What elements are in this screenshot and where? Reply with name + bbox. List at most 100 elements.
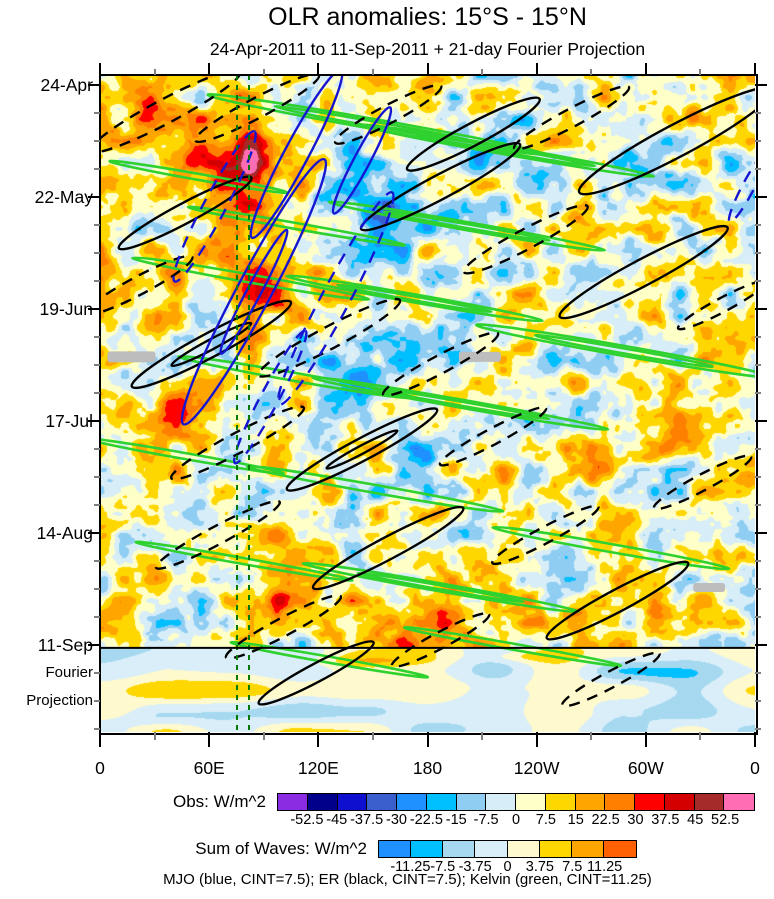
y-axis-date-label: 22-May	[34, 187, 93, 207]
x-major-tick	[426, 732, 429, 747]
kelvin-wave-contour	[229, 640, 430, 679]
waves-colorbar-tick-label: -7.5	[430, 859, 456, 875]
wave-contour-overlay	[100, 75, 755, 731]
kelvin-wave-contour	[301, 561, 580, 614]
y-minor-tick-right	[755, 224, 761, 226]
x-minor-tick-top	[590, 69, 593, 75]
er-wave-contour	[100, 75, 242, 154]
y-minor-tick-right	[755, 728, 761, 731]
y-minor-tick-right	[755, 504, 761, 507]
er-wave-contour	[154, 499, 282, 570]
y-minor-tick-right	[755, 700, 761, 703]
x-major-tick-top	[644, 63, 647, 75]
x-major-tick	[535, 732, 538, 747]
y-axis-date-label: 24-Apr	[40, 74, 93, 95]
obs-colorbar-bar	[277, 793, 755, 811]
y-major-tick-right	[755, 420, 767, 423]
y-minor-tick-left	[94, 672, 100, 675]
mjo-wave-contour	[233, 329, 308, 465]
x-major-tick-top	[426, 63, 429, 75]
waves-colorbar-tick-label: -3.75	[458, 859, 492, 875]
y-major-tick-left	[88, 308, 100, 311]
obs-colorbar-tick-label: -52.5	[290, 812, 324, 828]
kelvin-wave-contour	[327, 200, 606, 253]
x-minor-tick-top	[699, 69, 702, 75]
waves-colorbar-cell	[571, 841, 604, 857]
y-minor-tick-right	[755, 280, 761, 283]
kelvin-wave-contour-inner	[382, 210, 551, 243]
y-major-tick-right	[755, 644, 767, 647]
mjo-wave-contour	[331, 106, 393, 215]
y-minor-tick-right	[755, 364, 761, 367]
er-wave-contour	[545, 560, 690, 641]
er-wave-contour	[491, 504, 600, 566]
kelvin-wave-contour	[357, 122, 656, 179]
er-wave-contour	[676, 279, 755, 331]
kelvin-wave-contour	[100, 437, 285, 475]
y-minor-tick-right	[755, 672, 761, 675]
obs-colorbar-cell	[278, 794, 308, 810]
x-major-tick-top	[208, 63, 211, 75]
y-major-tick-right	[755, 532, 767, 535]
er-wave-contour	[462, 204, 589, 275]
x-major-tick	[317, 732, 320, 747]
x-minor-tick-top	[371, 69, 374, 75]
obs-colorbar-cell	[367, 794, 397, 810]
x-major-tick	[99, 732, 101, 747]
mjo-wave-contour	[249, 75, 344, 240]
x-axis-label: 120W	[513, 758, 560, 778]
y-minor-tick-left	[94, 392, 100, 395]
y-minor-tick-left	[94, 560, 100, 563]
obs-colorbar-cell	[397, 794, 427, 810]
y-minor-tick-right	[755, 560, 761, 563]
waves-colorbar-tick-label: 0	[503, 859, 512, 875]
x-major-tick	[208, 732, 211, 747]
waves-colorbar-label: Sum of Waves: W/m^2	[195, 839, 367, 858]
y-minor-tick-right	[755, 252, 761, 254]
kelvin-wave-contour	[186, 205, 407, 247]
y-axis-date-label: 14-Aug	[36, 523, 93, 544]
obs-colorbar-tick-label: -22.5	[409, 812, 443, 828]
er-wave-contour	[117, 175, 253, 251]
y-minor-tick-right	[755, 336, 761, 339]
y-minor-tick-left	[94, 476, 100, 479]
kelvin-wave-contour	[285, 274, 544, 323]
x-axis-label: 60W	[627, 758, 664, 778]
y-major-tick-right	[755, 83, 767, 86]
er-wave-contour	[405, 96, 541, 172]
waves-colorbar-bar	[378, 840, 637, 858]
obs-colorbar-cell	[426, 794, 457, 810]
x-axis-label: 60E	[193, 758, 225, 778]
y-minor-tick-right	[755, 111, 761, 114]
waves-colorbar-cell	[603, 841, 636, 857]
y-minor-tick-left	[94, 280, 100, 283]
obs-colorbar-tick-label: -30	[386, 812, 407, 828]
y-axis-projection-label: Fourier	[45, 664, 93, 682]
x-minor-tick	[371, 732, 374, 740]
er-wave-contour	[224, 594, 343, 660]
waves-colorbar-tick-label: 7.5	[562, 859, 583, 875]
obs-colorbar-tick-label: 52.5	[711, 812, 740, 828]
y-minor-tick-left	[94, 111, 100, 114]
er-wave-contour	[257, 640, 375, 706]
obs-colorbar-tick-label: 45	[687, 812, 704, 828]
y-axis-date-label: 19-Jun	[39, 299, 93, 320]
y-minor-tick-left	[94, 728, 100, 731]
y-minor-tick-left	[94, 336, 100, 339]
er-wave-contour	[560, 651, 661, 708]
x-axis-label: 180	[412, 758, 443, 778]
x-minor-tick	[262, 732, 265, 740]
y-major-tick-left	[88, 532, 100, 535]
x-minor-tick	[481, 732, 484, 740]
y-axis-date-label: 11-Sep	[37, 635, 93, 656]
y-major-tick-left	[88, 420, 100, 423]
x-major-tick-top	[535, 63, 538, 75]
waves-colorbar-cell	[379, 841, 412, 857]
kelvin-wave-contour-inner	[416, 133, 597, 168]
obs-colorbar-cell	[516, 794, 546, 810]
x-minor-tick-top	[481, 69, 484, 75]
er-wave-contour	[512, 84, 631, 151]
mjo-wave-contour	[727, 150, 755, 224]
obs-colorbar-tick-label: 30	[627, 812, 644, 828]
